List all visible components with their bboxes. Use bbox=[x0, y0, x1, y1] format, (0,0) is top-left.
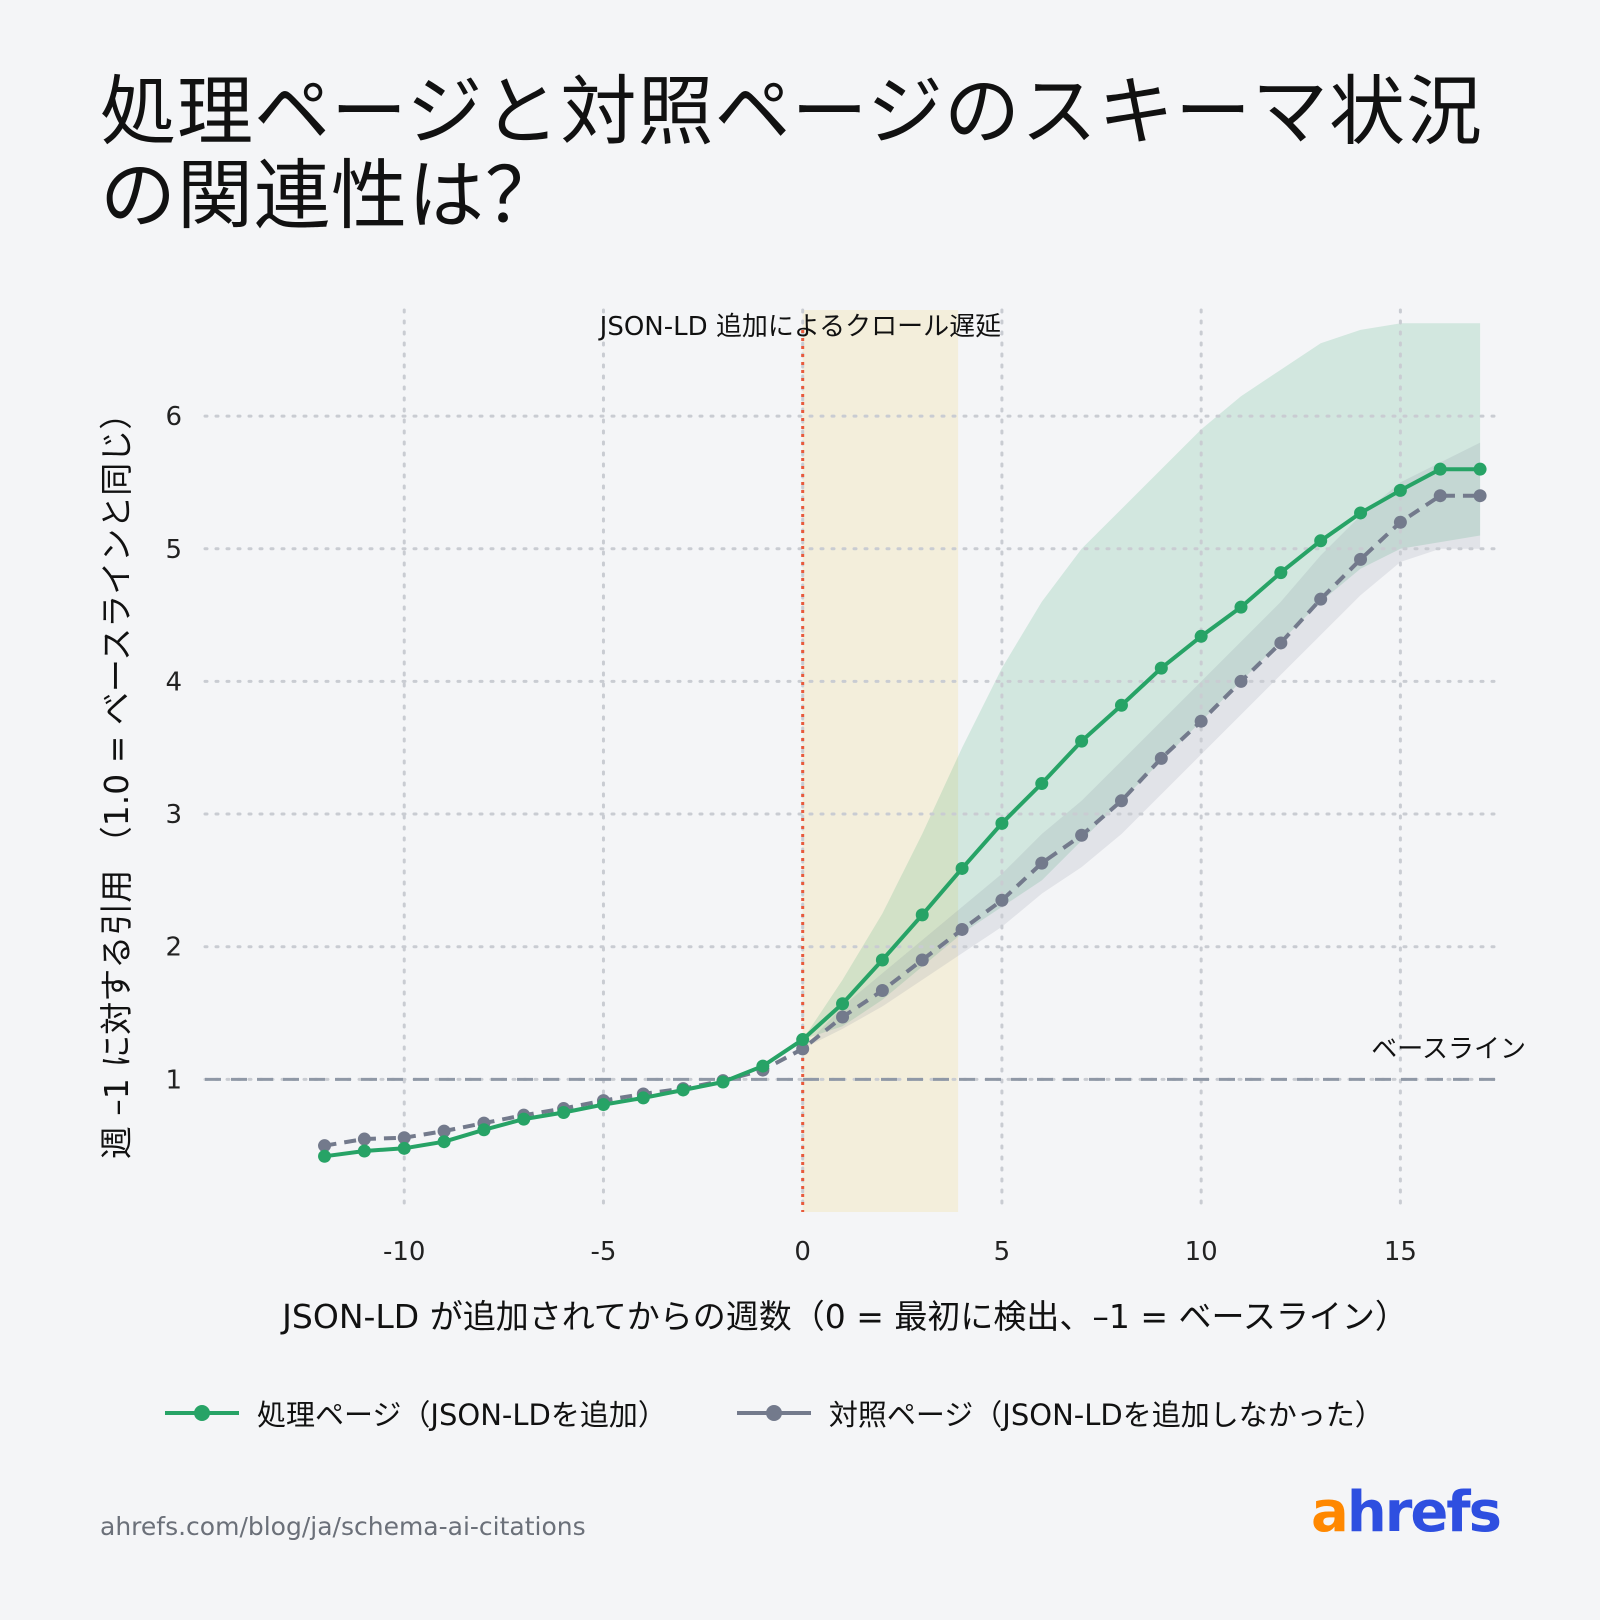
data-point bbox=[477, 1123, 491, 1137]
data-point bbox=[636, 1091, 650, 1105]
data-point bbox=[1194, 714, 1208, 728]
ahrefs-logo[interactable]: ahrefs bbox=[1311, 1480, 1502, 1545]
data-point bbox=[596, 1098, 610, 1112]
y-tick-label: 2 bbox=[165, 933, 182, 963]
logo-rest: hrefs bbox=[1346, 1480, 1502, 1545]
x-axis-label: JSON-LD が追加されてからの週数（0 = 最初に検出、–1 = ベースライ… bbox=[280, 1297, 1408, 1336]
x-tick-label: 5 bbox=[994, 1237, 1011, 1267]
data-point bbox=[875, 983, 889, 997]
data-point bbox=[437, 1135, 451, 1149]
x-tick-label: 15 bbox=[1384, 1237, 1417, 1267]
crawl-lag-region bbox=[802, 310, 959, 1212]
legend: 処理ページ（JSON-LDを追加） 対照ページ（JSON-LDを追加しなかった） bbox=[165, 1392, 1384, 1434]
data-point bbox=[756, 1059, 770, 1073]
data-point bbox=[1234, 674, 1248, 688]
data-point bbox=[915, 953, 929, 967]
x-tick-label: 10 bbox=[1185, 1237, 1218, 1267]
data-point bbox=[1035, 777, 1049, 791]
data-point bbox=[1274, 636, 1288, 650]
data-point bbox=[1075, 828, 1089, 842]
data-point bbox=[357, 1132, 371, 1146]
data-point bbox=[1433, 462, 1447, 476]
chart-svg: ベースライン JSON-LD 追加によるクロール遅延 -10 -5 0 5 10 15 1… bbox=[97, 308, 1526, 1336]
y-tick-labels: 1 2 3 4 5 6 bbox=[165, 402, 182, 1095]
x-tick-label: -5 bbox=[590, 1237, 616, 1267]
legend-item-control: 対照ページ（JSON-LDを追加しなかった） bbox=[736, 1392, 1384, 1434]
legend-item-treatment: 処理ページ（JSON-LDを追加） bbox=[165, 1392, 667, 1434]
y-tick-label: 5 bbox=[165, 535, 182, 565]
data-point bbox=[1393, 515, 1407, 529]
data-point bbox=[1354, 506, 1368, 520]
data-point bbox=[1314, 534, 1328, 548]
data-point bbox=[1354, 552, 1368, 566]
data-point bbox=[1234, 600, 1248, 614]
data-point bbox=[1433, 489, 1447, 503]
data-point bbox=[318, 1149, 332, 1163]
logo-a: a bbox=[1311, 1480, 1349, 1545]
x-tick-label: 0 bbox=[794, 1237, 811, 1267]
legend-swatch-treatment bbox=[165, 1405, 239, 1421]
legend-label-treatment: 処理ページ（JSON-LDを追加） bbox=[257, 1398, 667, 1432]
chart-title: 処理ページと対照ページのスキーマ状況の関連性は？ bbox=[100, 67, 1483, 240]
data-point bbox=[1154, 751, 1168, 765]
ci-band-1 bbox=[802, 442, 1481, 1049]
data-point bbox=[1075, 734, 1089, 748]
legend-label-control: 対照ページ（JSON-LDを追加しなかった） bbox=[828, 1398, 1384, 1432]
data-point bbox=[915, 908, 929, 922]
series-line-0 bbox=[324, 467, 1481, 1159]
data-point bbox=[955, 922, 969, 936]
data-point bbox=[796, 1033, 810, 1047]
crawl-lag-label: JSON-LD 追加によるクロール遅延 bbox=[598, 312, 1001, 342]
data-point bbox=[397, 1141, 411, 1155]
data-point bbox=[557, 1106, 571, 1120]
data-point bbox=[1114, 794, 1128, 808]
data-point bbox=[437, 1124, 451, 1138]
baseline-label: ベースライン bbox=[1371, 1034, 1526, 1064]
data-point bbox=[836, 997, 850, 1011]
legend-swatch-control bbox=[736, 1405, 811, 1421]
data-point bbox=[1035, 856, 1049, 870]
data-point bbox=[995, 893, 1009, 907]
data-point bbox=[1194, 629, 1208, 643]
y-tick-label: 4 bbox=[165, 667, 182, 697]
data-point bbox=[875, 953, 889, 967]
y-axis-label: 週 –1 に対する引用 （1.0 = ベースラインと同じ） bbox=[97, 397, 136, 1159]
data-point bbox=[676, 1083, 690, 1097]
source-url[interactable]: ahrefs.com/blog/ja/schema-ai-citations bbox=[100, 1512, 586, 1541]
y-tick-label: 6 bbox=[165, 402, 182, 432]
data-point bbox=[995, 816, 1009, 830]
data-point bbox=[716, 1075, 730, 1089]
data-point bbox=[1154, 661, 1168, 675]
series-layer bbox=[318, 462, 1487, 1163]
data-point bbox=[836, 1010, 850, 1024]
data-point bbox=[796, 1042, 810, 1056]
series-line-1 bbox=[324, 493, 1481, 1148]
data-point bbox=[955, 861, 969, 875]
data-point bbox=[318, 1139, 332, 1153]
data-point bbox=[397, 1131, 411, 1145]
data-point bbox=[357, 1144, 371, 1158]
data-point bbox=[1114, 698, 1128, 712]
y-tick-label: 3 bbox=[165, 800, 182, 830]
y-tick-label: 1 bbox=[165, 1065, 182, 1095]
data-point bbox=[517, 1112, 531, 1126]
x-tick-label: -10 bbox=[383, 1237, 425, 1267]
data-point bbox=[1393, 483, 1407, 497]
data-point bbox=[1473, 489, 1487, 503]
data-point bbox=[1473, 462, 1487, 476]
data-point bbox=[1314, 592, 1328, 606]
x-tick-labels: -10 -5 0 5 10 15 bbox=[383, 1237, 1417, 1267]
data-point bbox=[1274, 566, 1288, 580]
